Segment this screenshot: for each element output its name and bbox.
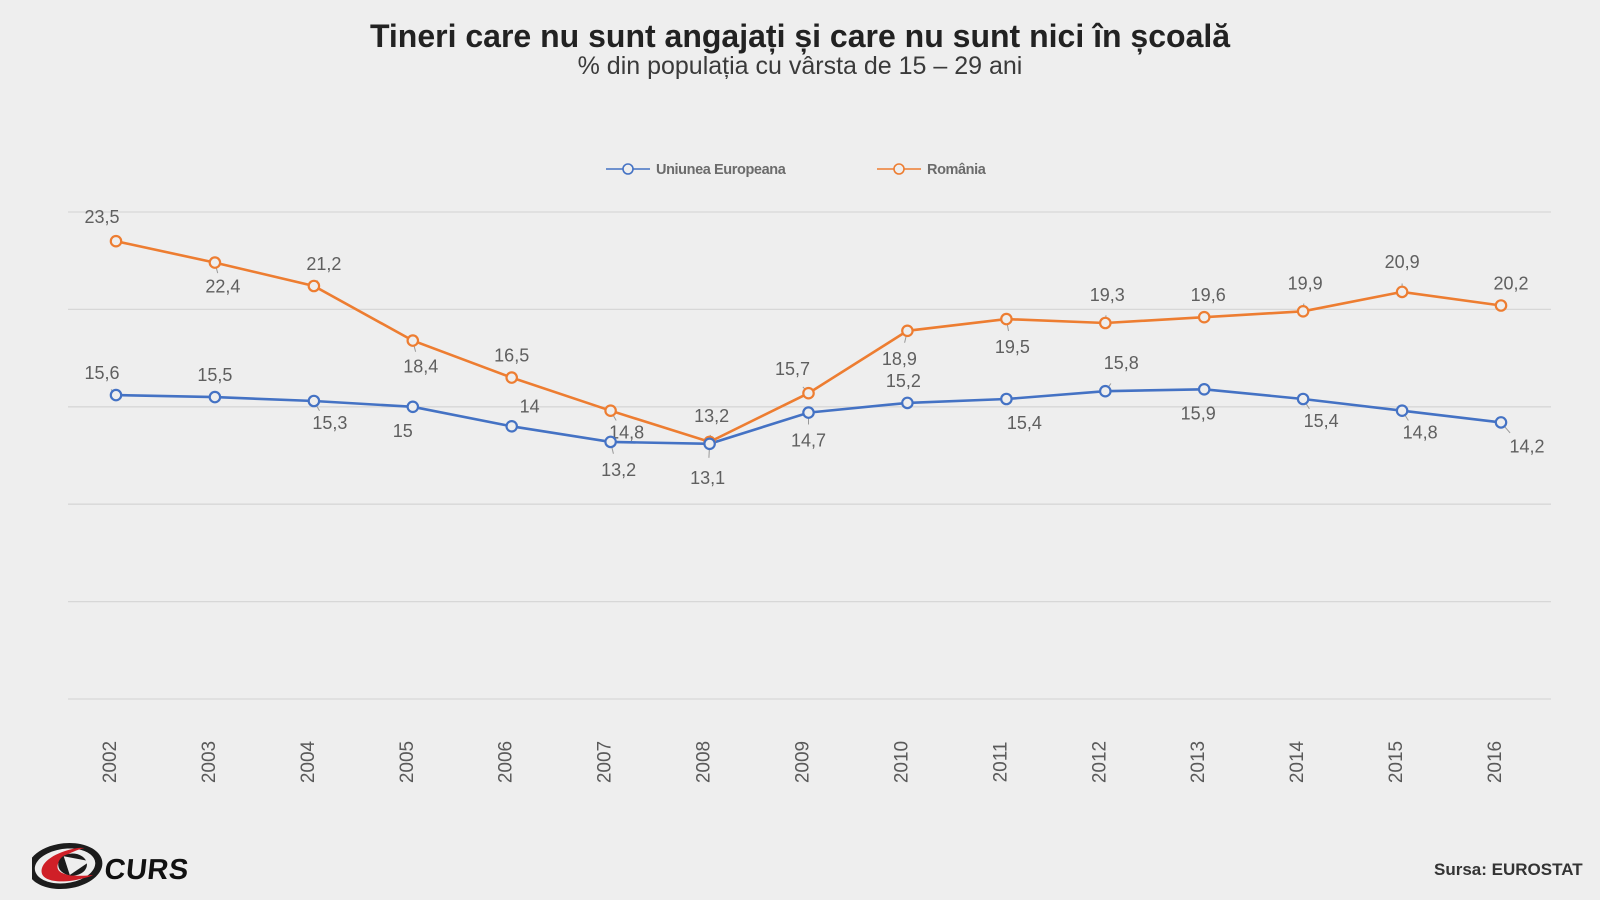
svg-text:18,4: 18,4 [403, 357, 438, 377]
svg-text:15,4: 15,4 [1304, 411, 1339, 431]
svg-text:2013: 2013 [1188, 741, 1209, 783]
svg-text:2002: 2002 [100, 741, 121, 783]
svg-text:23,5: 23,5 [84, 207, 119, 227]
svg-text:15,9: 15,9 [1181, 403, 1216, 423]
svg-text:14,2: 14,2 [1509, 436, 1544, 456]
svg-text:13,1: 13,1 [690, 468, 725, 488]
svg-text:2004: 2004 [298, 740, 319, 783]
svg-text:20,2: 20,2 [1493, 274, 1528, 294]
svg-text:14: 14 [520, 396, 540, 416]
svg-text:2010: 2010 [891, 741, 912, 783]
svg-text:15,5: 15,5 [197, 365, 232, 385]
svg-text:19,9: 19,9 [1288, 273, 1323, 293]
svg-text:CURS: CURS [103, 854, 190, 886]
svg-text:2005: 2005 [397, 741, 418, 783]
svg-text:19,3: 19,3 [1090, 285, 1125, 305]
svg-text:15,6: 15,6 [84, 363, 119, 383]
svg-text:15,8: 15,8 [1104, 353, 1139, 373]
svg-text:2007: 2007 [595, 741, 616, 783]
svg-text:2008: 2008 [694, 741, 715, 783]
svg-text:2015: 2015 [1386, 741, 1407, 783]
svg-text:13,2: 13,2 [601, 460, 636, 480]
svg-text:13,2: 13,2 [694, 406, 729, 426]
svg-text:20,9: 20,9 [1385, 252, 1420, 272]
svg-text:2003: 2003 [199, 741, 220, 783]
svg-text:15,2: 15,2 [886, 371, 921, 391]
svg-text:2014: 2014 [1287, 740, 1308, 783]
svg-text:15: 15 [393, 421, 413, 441]
svg-text:22,4: 22,4 [205, 277, 240, 297]
svg-text:2006: 2006 [496, 741, 517, 783]
svg-text:2009: 2009 [793, 741, 814, 783]
svg-text:2012: 2012 [1089, 741, 1110, 783]
svg-text:14,8: 14,8 [1403, 423, 1438, 443]
svg-text:18,9: 18,9 [882, 349, 917, 369]
svg-text:15,4: 15,4 [1007, 413, 1042, 433]
svg-text:2011: 2011 [990, 742, 1011, 783]
svg-text:16,5: 16,5 [494, 346, 529, 366]
svg-text:19,5: 19,5 [995, 337, 1030, 357]
svg-text:21,2: 21,2 [306, 254, 341, 274]
svg-text:14,7: 14,7 [791, 431, 826, 451]
svg-text:19,6: 19,6 [1191, 285, 1226, 305]
svg-text:15,7: 15,7 [775, 359, 810, 379]
svg-text:15,3: 15,3 [312, 413, 347, 433]
svg-text:2016: 2016 [1485, 741, 1506, 783]
